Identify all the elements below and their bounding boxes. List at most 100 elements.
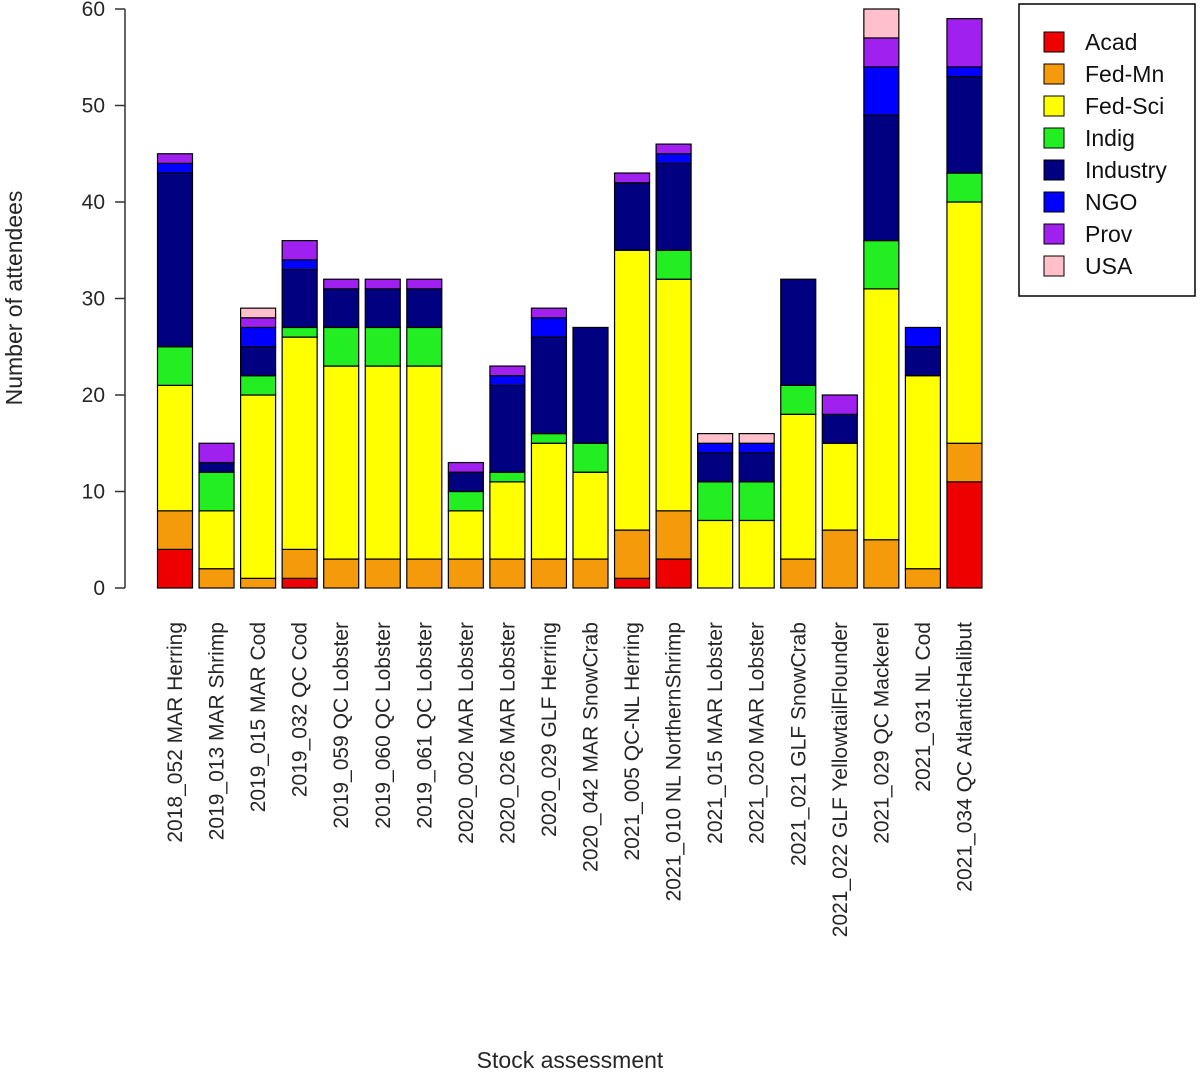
- bar-segment-industry: [364, 288, 401, 329]
- bar-segment-fed-sci: [821, 442, 858, 531]
- bar-segment-acad: [946, 481, 983, 589]
- legend-swatch-industry: [1043, 159, 1065, 181]
- bar-segment-usa: [738, 433, 775, 444]
- bar-segment-fed-mn: [863, 539, 900, 589]
- bar-segment-industry: [863, 114, 900, 242]
- bar-segment-prov: [530, 307, 568, 319]
- bar-segment-indig: [323, 326, 360, 367]
- bar-segment-ngo: [530, 317, 568, 338]
- legend-swatch-usa: [1043, 255, 1065, 277]
- bar-segment-industry: [613, 182, 651, 251]
- bar-segment-prov: [655, 143, 692, 155]
- bar-segment-fed-sci: [530, 442, 568, 560]
- bar-segment-prov: [489, 365, 526, 377]
- bar-segment-industry: [240, 346, 277, 377]
- bar-segment-prov: [946, 18, 983, 68]
- bar-segment-industry: [406, 288, 443, 329]
- bar-segment-fed-sci: [198, 510, 235, 570]
- x-tick-label: 2021_021 GLF SnowCrab: [787, 622, 810, 866]
- bar-segment-fed-sci: [904, 375, 942, 570]
- x-axis-title: Stock assessment: [477, 1047, 664, 1073]
- y-tick-label: 10: [82, 481, 105, 504]
- x-tick-label: 2020_026 MAR Lobster: [496, 622, 519, 844]
- bar-segment-indig: [281, 326, 318, 338]
- bar-segment-indig: [156, 346, 194, 386]
- x-tick-label: 2020_002 MAR Lobster: [455, 622, 478, 844]
- bar-segment-fed-mn: [156, 510, 194, 550]
- x-tick-label: 2019_013 MAR Shrimp: [206, 622, 229, 840]
- bar-segment-indig: [655, 249, 692, 280]
- bar-segment-industry: [904, 346, 942, 377]
- legend-swatch-fed-mn: [1043, 63, 1065, 85]
- bar-segment-ngo: [281, 259, 318, 271]
- bar-segment-fed-sci: [240, 394, 277, 579]
- bar-segment-acad: [613, 577, 651, 589]
- x-tick-label: 2021_031 NL Cod: [912, 622, 935, 792]
- bar-segment-prov: [156, 153, 194, 164]
- bar-segment-ngo: [904, 326, 942, 348]
- legend-swatch-prov: [1043, 223, 1065, 245]
- bar-segment-industry: [323, 288, 360, 329]
- bar-segment-industry: [198, 461, 235, 473]
- bar-segment-fed-mn: [946, 442, 983, 483]
- x-tick-label: 2021_005 QC-NL Herring: [621, 622, 644, 861]
- bar-segment-fed-sci: [655, 278, 692, 512]
- bar-segment-fed-sci: [364, 365, 401, 560]
- x-tick-label: 2021_015 MAR Lobster: [704, 622, 727, 844]
- bar-segment-industry: [821, 413, 858, 444]
- x-tick-label: 2018_052 MAR Herring: [164, 622, 187, 843]
- bar-segment-fed-mn: [780, 558, 817, 589]
- x-tick-labels: 2018_052 MAR Herring 2019_013 MAR Shrimp 2…: [164, 622, 976, 937]
- bar-segment-acad: [655, 558, 692, 589]
- bar-segment-indig: [780, 384, 817, 415]
- bar-segment-fed-mn: [447, 558, 484, 589]
- bar-segment-indig: [364, 326, 401, 367]
- bar-segment-ngo: [489, 375, 526, 386]
- bar-segment-ngo: [655, 153, 692, 164]
- bar-segment-prov: [198, 442, 235, 464]
- bar-segment-prov: [406, 278, 443, 290]
- x-tick-label: 2021_029 QC Mackerel: [870, 622, 893, 844]
- legend-box: [1018, 3, 1196, 297]
- bar-segment-industry: [572, 326, 609, 444]
- y-tick-label: 0: [93, 577, 105, 600]
- y-tick-label: 60: [82, 0, 105, 21]
- legend-swatch-acad: [1043, 31, 1065, 53]
- legend-swatch-fed-sci: [1043, 95, 1065, 117]
- x-tick-label: 2021_010 NL NorthernShrimp: [663, 622, 686, 901]
- bar-segment-usa: [697, 433, 734, 444]
- bar-segment-industry: [447, 471, 484, 493]
- bar-segment-ngo: [697, 442, 734, 454]
- bar-segment-indig: [489, 471, 526, 483]
- bar-segment-indig: [530, 433, 568, 444]
- bar-segment-ngo: [946, 66, 983, 78]
- bar-segment-industry: [489, 384, 526, 473]
- bar-segment-ngo: [863, 66, 900, 116]
- bar-segment-fed-sci: [738, 519, 775, 589]
- bar-segment-usa: [240, 307, 277, 319]
- x-tick-label: 2019_015 MAR Cod: [247, 622, 270, 812]
- y-tick-label: 40: [82, 191, 105, 214]
- y-tick-label: 30: [82, 288, 105, 311]
- legend-label-fed-sci: Fed-Sci: [1085, 93, 1164, 119]
- bar-segment-fed-sci: [323, 365, 360, 560]
- bar-segment-ngo: [156, 162, 194, 174]
- bar-segment-ngo: [240, 326, 277, 348]
- bar-segment-prov: [821, 394, 858, 415]
- legend-label-indig: Indig: [1085, 125, 1135, 151]
- y-tick-label: 20: [82, 384, 105, 407]
- x-tick-label: 2019_061 QC Lobster: [413, 622, 436, 829]
- bar-segment-prov: [323, 278, 360, 290]
- bar-segment-indig: [406, 326, 443, 367]
- bar-segment-industry: [946, 75, 983, 174]
- bar-segment-fed-mn: [655, 510, 692, 560]
- bar-segment-fed-sci: [613, 249, 651, 531]
- bar-segment-fed-mn: [364, 558, 401, 589]
- bar-segment-indig: [738, 481, 775, 522]
- bar-segment-fed-sci: [281, 336, 318, 551]
- bar-segment-fed-mn: [489, 558, 526, 589]
- bar-segment-fed-mn: [530, 558, 568, 589]
- bar-segment-usa: [863, 8, 900, 39]
- bar-segment-indig: [697, 481, 734, 522]
